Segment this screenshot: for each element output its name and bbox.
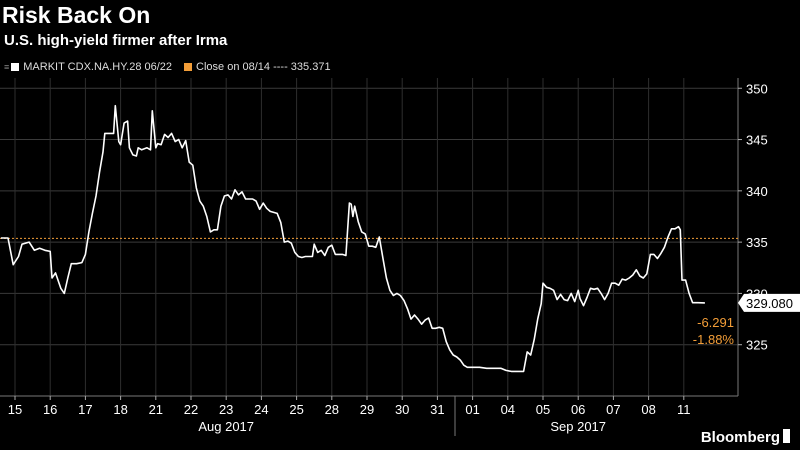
legend: ≡ MARKIT CDX.NA.HY.28 06/22 Close on 08/… [4, 61, 331, 73]
x-tick-label: 30 [395, 402, 409, 417]
x-tick-label: 11 [677, 402, 691, 417]
change-percent-label: -1.88% [693, 332, 735, 347]
x-tick-label: 23 [219, 402, 233, 417]
last-value-label: 329.080 [746, 296, 793, 311]
x-tick-label: 15 [8, 402, 22, 417]
x-tick-label: 28 [325, 402, 339, 417]
y-tick-label: 335 [746, 235, 768, 250]
legend-label-reference: Close on 08/14 ---- 335.371 [196, 61, 331, 73]
y-tick-label: 340 [746, 184, 768, 199]
x-tick-label: 01 [465, 402, 479, 417]
y-axis-ticks: 325330335340345350 [738, 81, 768, 353]
x-group-label: Sep 2017 [550, 419, 606, 434]
x-tick-label: 04 [501, 402, 515, 417]
series-line [0, 104, 705, 373]
legend-label-series: MARKIT CDX.NA.HY.28 06/22 [23, 61, 173, 73]
x-tick-label: 17 [78, 402, 92, 417]
x-tick-label: 31 [430, 402, 444, 417]
legend-swatch-reference [184, 63, 193, 71]
x-tick-label: 08 [641, 402, 655, 417]
last-value-marker: 329.080 [738, 293, 800, 312]
x-axis-ticks: 15 16 17 18 21 22 23 24 25 28 29 30 31 01 04 05 06 07 08 11 [8, 396, 691, 417]
y-tick-label: 325 [746, 338, 768, 353]
y-tick-label: 350 [746, 81, 768, 96]
legend-swatch-series [11, 63, 20, 71]
logo-text: Bloomberg [700, 429, 780, 446]
bloomberg-logo: Bloomberg [701, 429, 790, 446]
change-points-label: -6.291 [697, 315, 734, 330]
x-tick-label: 24 [254, 402, 268, 417]
x-gridlines [14, 78, 685, 396]
x-tick-label: 06 [571, 402, 585, 417]
x-tick-label: 29 [360, 402, 374, 417]
chart-title: Risk Back On [2, 2, 151, 28]
x-tick-label: 22 [184, 402, 198, 417]
last-value-box [738, 293, 800, 312]
y-tick-label: 345 [746, 133, 768, 148]
logo-mark-icon [783, 429, 790, 443]
x-tick-label: 16 [43, 402, 57, 417]
x-tick-label: 25 [289, 402, 303, 417]
gridlines [0, 87, 738, 346]
legend-menu-icon[interactable]: ≡ [4, 62, 10, 72]
x-tick-label: 07 [606, 402, 620, 417]
x-tick-label: 18 [113, 402, 127, 417]
x-axis-groups: Aug 2017 Sep 2017 [198, 396, 606, 436]
x-group-label: Aug 2017 [198, 419, 254, 434]
chart-subtitle: U.S. high-yield firmer after Irma [4, 32, 228, 49]
x-tick-label: 05 [536, 402, 550, 417]
x-tick-label: 21 [149, 402, 163, 417]
